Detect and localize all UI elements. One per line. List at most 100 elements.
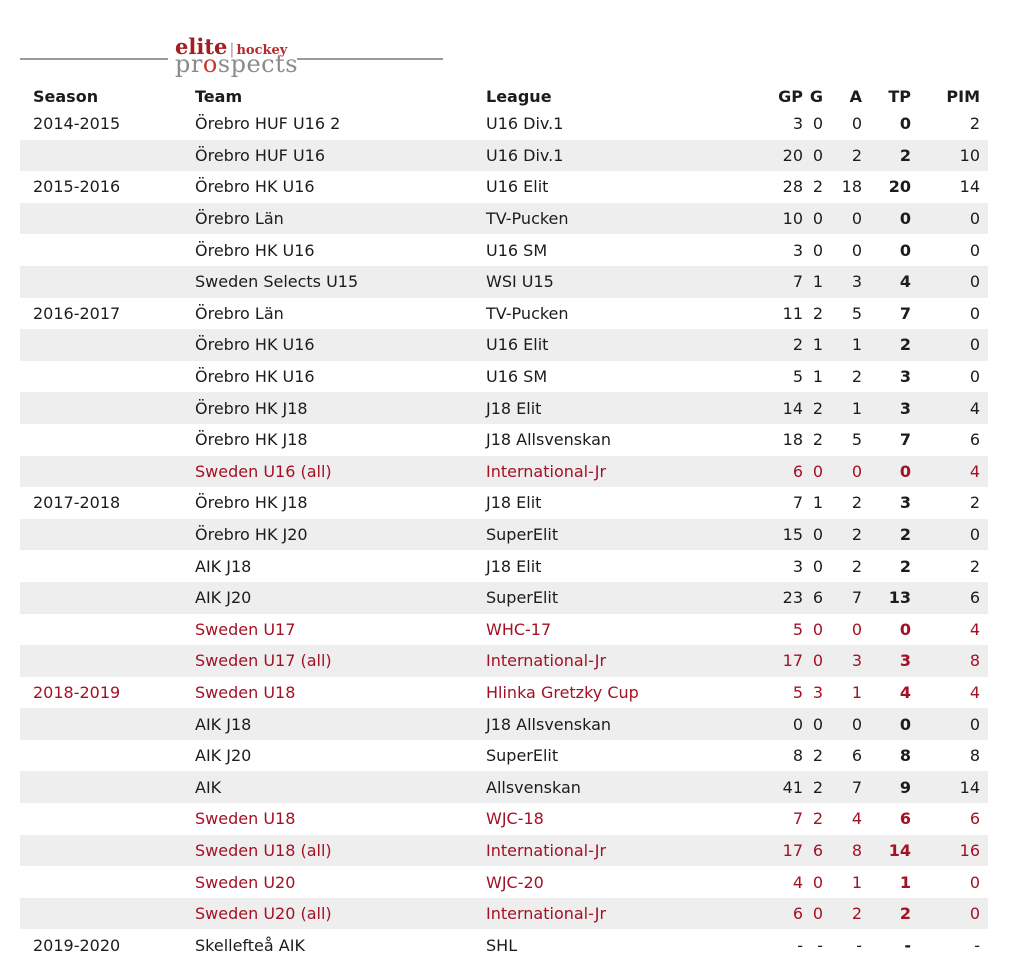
table-row: Örebro HK U16 U16 SM 5 1 2 3 0	[20, 361, 988, 393]
league-cell[interactable]: U16 Elit	[486, 335, 549, 355]
team-cell[interactable]: AIK	[195, 777, 222, 797]
team-cell[interactable]: Sweden Selects U15	[195, 272, 359, 292]
team-cell[interactable]: Sweden U20 (all)	[195, 904, 332, 924]
gp-cell: 5	[792, 367, 803, 387]
season-cell	[20, 898, 192, 930]
league-cell[interactable]: J18 Elit	[486, 556, 542, 576]
g-cell: 0	[812, 209, 823, 229]
team-cell[interactable]: Örebro HK U16	[195, 367, 315, 387]
a-cell: 1	[851, 872, 862, 892]
team-cell[interactable]: Skellefteå AIK	[195, 935, 305, 955]
league-cell[interactable]: U16 SM	[486, 240, 548, 260]
tp-cell: 3	[899, 651, 911, 671]
gp-cell: 14	[782, 398, 803, 418]
tp-cell: 0	[899, 114, 911, 134]
logo-prospects-red-o: o	[202, 50, 218, 78]
season-cell	[20, 140, 192, 172]
team-cell[interactable]: Örebro HUF U16 2	[195, 114, 341, 134]
league-cell[interactable]: J18 Elit	[486, 493, 542, 513]
g-cell: -	[817, 935, 823, 955]
season-cell: 2017-2018	[33, 493, 121, 513]
table-row: Örebro Län TV-Pucken 10 0 0 0 0	[20, 202, 988, 235]
league-cell[interactable]: J18 Allsvenskan	[486, 714, 612, 734]
a-cell: 6	[851, 746, 862, 766]
tp-cell: 2	[899, 145, 911, 165]
pim-cell: 8	[969, 746, 980, 766]
league-cell[interactable]: WJC-18	[486, 809, 544, 829]
league-cell[interactable]: SuperElit	[486, 746, 559, 766]
team-cell[interactable]: Örebro Län	[195, 303, 284, 323]
team-cell[interactable]: Örebro HUF U16	[195, 145, 326, 165]
league-cell[interactable]: TV-Pucken	[486, 303, 569, 323]
league-cell[interactable]: WJC-20	[486, 872, 544, 892]
team-cell[interactable]: Örebro HK J18	[195, 493, 308, 513]
team-cell[interactable]: Örebro HK U16	[195, 335, 315, 355]
team-cell[interactable]: Sweden U18	[195, 809, 296, 829]
team-cell[interactable]: Örebro HK J20	[195, 525, 308, 545]
season-cell	[20, 392, 192, 424]
tp-cell: 9	[899, 777, 911, 797]
pim-column-header: PIM	[946, 86, 980, 106]
league-cell[interactable]: WSI U15	[486, 272, 554, 292]
gp-cell: 11	[782, 303, 803, 323]
team-cell[interactable]: Sweden U18	[195, 682, 296, 702]
season-cell	[20, 740, 192, 772]
tp-cell: 0	[899, 240, 911, 260]
gp-cell: 17	[782, 840, 803, 860]
pim-cell: 4	[969, 398, 980, 418]
league-cell[interactable]: Allsvenskan	[486, 777, 581, 797]
team-cell[interactable]: Örebro HK J18	[195, 430, 308, 450]
team-cell[interactable]: Sweden U17	[195, 619, 296, 639]
team-cell[interactable]: Örebro HK J18	[195, 398, 308, 418]
league-cell[interactable]: SuperElit	[486, 588, 559, 608]
league-cell[interactable]: TV-Pucken	[486, 209, 569, 229]
league-cell[interactable]: U16 Div.1	[486, 145, 564, 165]
eliteprospects-logo[interactable]: elite | hockey prospects	[175, 36, 298, 76]
a-cell: 18	[841, 177, 862, 197]
g-column-header: G	[809, 86, 823, 106]
league-cell[interactable]: U16 Div.1	[486, 114, 564, 134]
gp-cell: 3	[792, 556, 803, 576]
team-cell[interactable]: Sweden U16 (all)	[195, 461, 332, 481]
pim-cell: 14	[959, 177, 980, 197]
team-cell[interactable]: AIK J18	[195, 556, 252, 576]
team-cell[interactable]: Örebro HK U16	[195, 177, 315, 197]
team-cell[interactable]: AIK J20	[195, 746, 252, 766]
team-cell[interactable]: Örebro Län	[195, 209, 284, 229]
table-row: AIK J18 J18 Elit 3 0 2 2 2	[20, 550, 988, 582]
league-cell[interactable]: International-Jr	[486, 840, 607, 860]
season-cell	[20, 866, 192, 898]
gp-cell: 7	[792, 809, 803, 829]
team-cell[interactable]: Sweden U17 (all)	[195, 651, 332, 671]
league-cell[interactable]: J18 Elit	[486, 398, 542, 418]
league-cell[interactable]: WHC-17	[486, 619, 552, 639]
tp-cell: 2	[899, 525, 911, 545]
team-cell[interactable]: Sweden U20	[195, 872, 296, 892]
table-row: Sweden Selects U15 WSI U15 7 1 3 4 0	[20, 265, 988, 298]
tp-cell: 0	[899, 619, 911, 639]
league-cell[interactable]: International-Jr	[486, 461, 607, 481]
tp-cell: 4	[899, 272, 911, 292]
team-cell[interactable]: AIK J20	[195, 588, 252, 608]
league-cell[interactable]: Hlinka Gretzky Cup	[486, 682, 639, 702]
team-cell[interactable]: AIK J18	[195, 714, 252, 734]
league-cell[interactable]: International-Jr	[486, 651, 607, 671]
table-row: 2015-2016 Örebro HK U16 U16 Elit 28 2 18…	[20, 171, 988, 203]
a-cell: 7	[851, 588, 862, 608]
tp-cell: 13	[888, 588, 911, 608]
team-cell[interactable]: Sweden U18 (all)	[195, 840, 332, 860]
league-cell[interactable]: SHL	[486, 935, 518, 955]
league-cell[interactable]: J18 Allsvenskan	[486, 430, 612, 450]
league-cell[interactable]: U16 Elit	[486, 177, 549, 197]
gp-cell: 4	[792, 872, 803, 892]
season-cell	[20, 519, 192, 551]
g-cell: 0	[812, 619, 823, 639]
league-cell[interactable]: U16 SM	[486, 367, 548, 387]
gp-cell: 5	[792, 619, 803, 639]
tp-cell: -	[904, 935, 911, 955]
league-cell[interactable]: International-Jr	[486, 904, 607, 924]
logo-prospects-spects: spects	[217, 50, 299, 78]
league-cell[interactable]: SuperElit	[486, 525, 559, 545]
gp-cell: 15	[782, 525, 803, 545]
team-cell[interactable]: Örebro HK U16	[195, 240, 315, 260]
